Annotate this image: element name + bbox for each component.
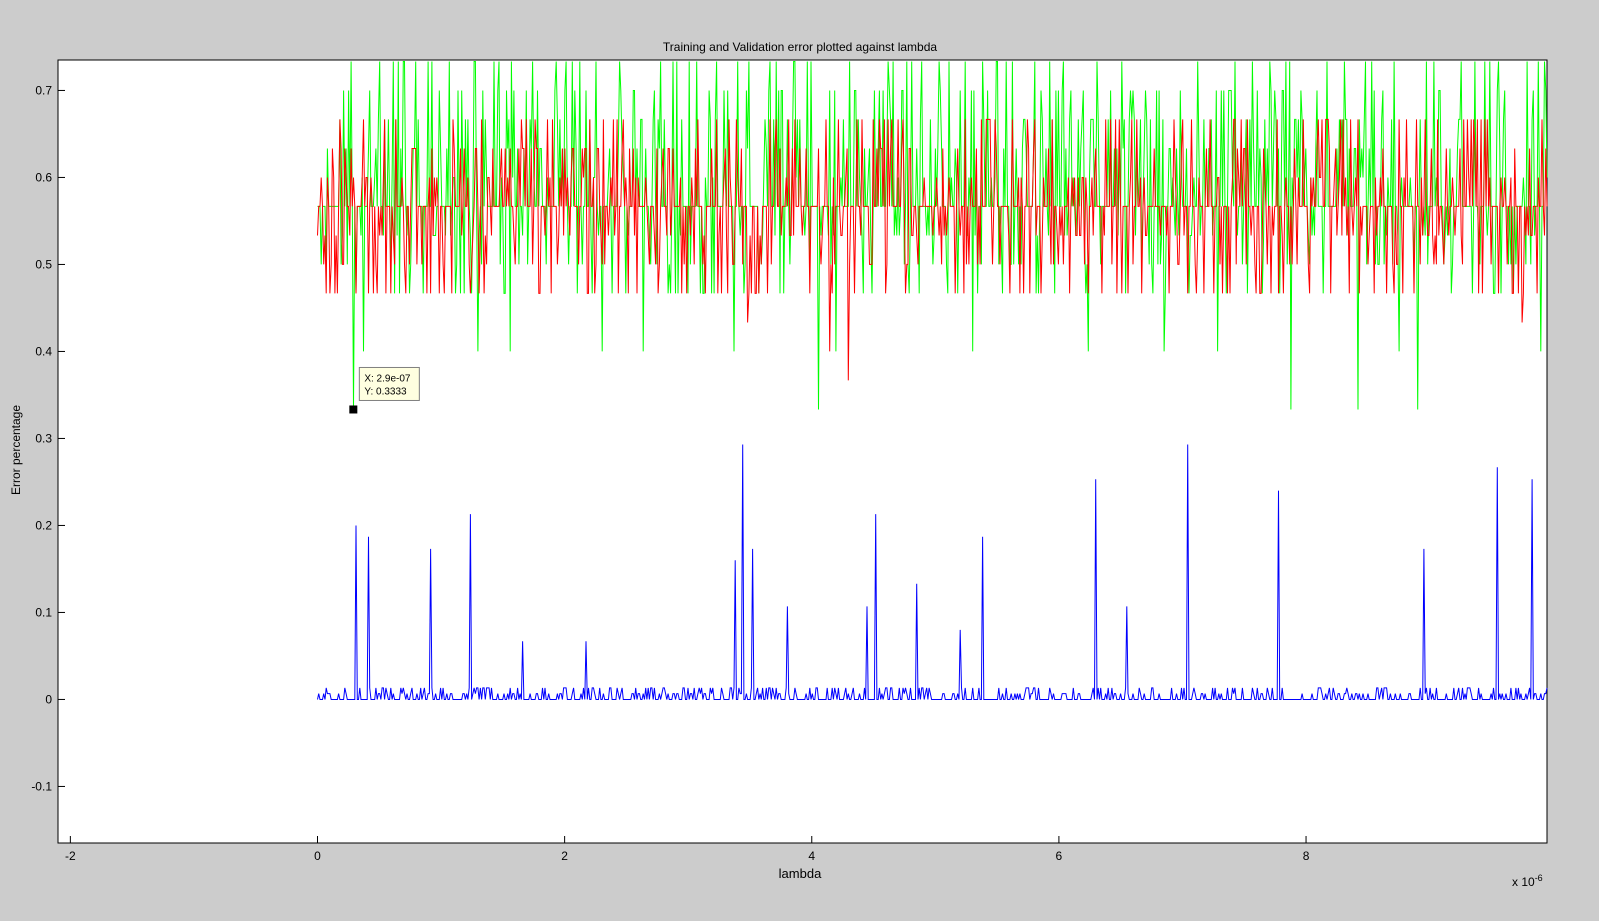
- y-tick-label: 0.7: [35, 83, 52, 97]
- series-line-2: [317, 444, 1548, 700]
- y-tick-label: 0.5: [35, 257, 52, 271]
- y-tick-label: -0.1: [31, 779, 52, 793]
- y-axis-label: Error percentage: [9, 405, 23, 495]
- x-tick-label: 8: [1303, 849, 1310, 863]
- plot-area: [57, 59, 1548, 844]
- x-tick-label: 2: [561, 849, 568, 863]
- x-tick-label: -2: [65, 849, 76, 863]
- x-tick-label: 6: [1056, 849, 1063, 863]
- datatip-marker[interactable]: [349, 405, 358, 414]
- datatip-x-text: X: 2.9e-07: [364, 373, 411, 384]
- y-tick-label: 0.1: [35, 605, 52, 619]
- datatip-box: [358, 366, 420, 401]
- y-tick-label: 0.3: [35, 431, 52, 445]
- datatip-y-text: Y: 0.3333: [364, 386, 407, 397]
- x-axis-multiplier: x 10-6: [1512, 873, 1543, 889]
- y-tick-label: 0.4: [35, 344, 52, 358]
- chart-title: Training and Validation error plotted ag…: [663, 40, 937, 54]
- y-tick-label: 0.2: [35, 518, 52, 532]
- x-multiplier-exponent: -6: [1535, 873, 1543, 883]
- series-line-1: [317, 118, 1548, 381]
- x-multiplier-base: x 10: [1512, 875, 1535, 889]
- y-tick-label: 0: [45, 692, 52, 706]
- y-tick-label: 0.6: [35, 170, 52, 184]
- series-line-0: [317, 61, 1548, 410]
- x-axis-label: lambda: [779, 866, 822, 881]
- x-tick-label: 0: [314, 849, 321, 863]
- x-tick-label: 4: [808, 849, 815, 863]
